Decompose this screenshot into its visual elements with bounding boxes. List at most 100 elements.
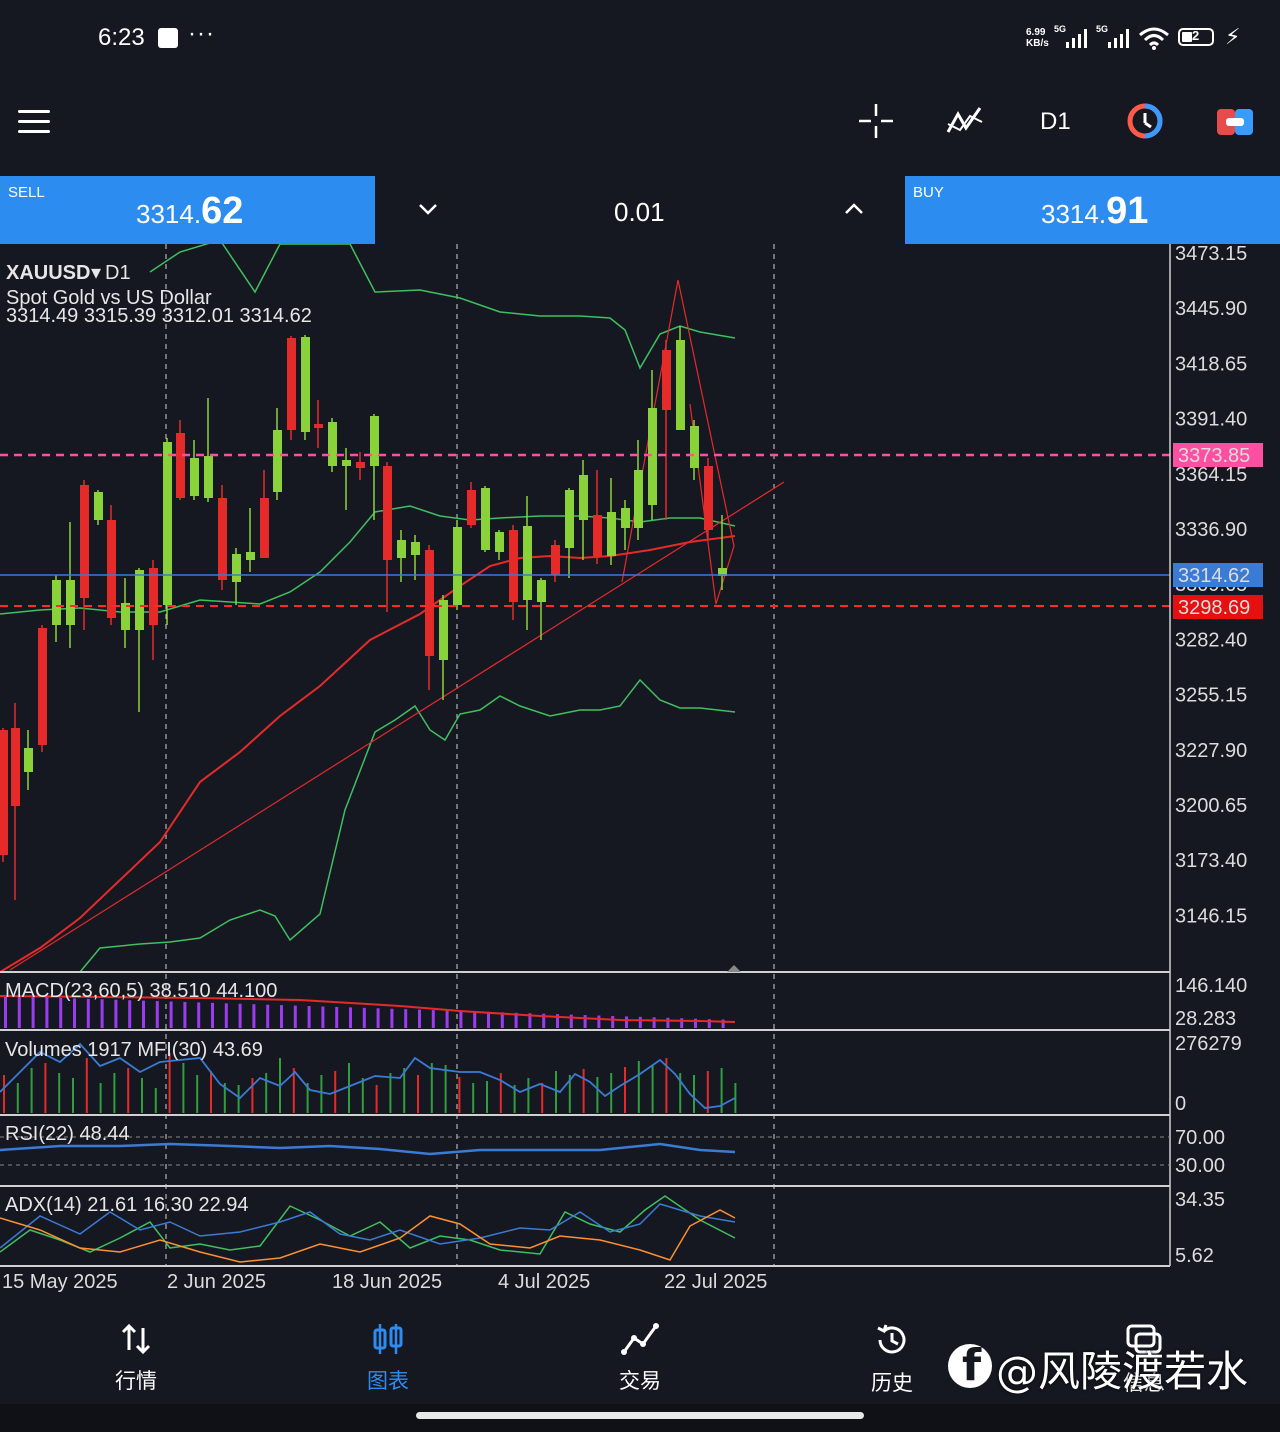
- rsi-line: [0, 1142, 736, 1156]
- sell-button[interactable]: SELL 3314.62: [0, 176, 375, 244]
- macd-bar: [666, 1017, 670, 1028]
- nav-quotes[interactable]: 行情: [86, 1322, 186, 1395]
- macd-bar: [404, 1009, 408, 1028]
- candle-body: [537, 580, 546, 602]
- macd-bar: [556, 1014, 559, 1028]
- nav-messages[interactable]: 信息: [1094, 1322, 1194, 1397]
- volume-bar: [389, 1073, 392, 1113]
- plus-di-line: [0, 1203, 736, 1249]
- date-axis-label: 15 May 2025: [2, 1271, 118, 1293]
- macd-bar: [445, 1010, 449, 1028]
- price-chart[interactable]: 3473.15 3445.90 3418.65 3391.40 3364.15 3336.…: [0, 244, 1280, 1300]
- lot-increase-chevron-up-icon[interactable]: [843, 198, 865, 220]
- candle-body: [218, 498, 227, 580]
- candle-body: [579, 475, 588, 520]
- mfi-line: [0, 1042, 736, 1109]
- moving-average-line: [0, 535, 736, 973]
- price-axis-label: 3173.40: [1175, 850, 1247, 872]
- candle-body: [342, 460, 351, 466]
- menu-icon[interactable]: [18, 110, 50, 134]
- more-notifications-icon: ···: [188, 20, 215, 47]
- candle-body: [287, 338, 296, 430]
- trade-toggle-icon[interactable]: [1216, 108, 1254, 136]
- candle-body: [634, 470, 643, 528]
- volume-bar: [693, 1075, 695, 1113]
- nav-history[interactable]: 历史: [842, 1322, 942, 1397]
- macd-bar: [211, 1002, 214, 1028]
- macd-bar: [4, 996, 7, 1028]
- crosshair-icon[interactable]: [858, 103, 894, 139]
- bollinger-middle-band: [0, 505, 736, 615]
- price-axis-label: 3282.40: [1175, 629, 1247, 651]
- volume-bar: [499, 1073, 502, 1113]
- nav-trade[interactable]: 交易: [590, 1322, 690, 1395]
- candle-body: [397, 540, 406, 558]
- price-axis-label: 3146.15: [1175, 905, 1247, 927]
- macd-bar: [583, 1015, 587, 1028]
- candle-body: [11, 728, 20, 806]
- price-axis-label: 3445.90: [1175, 298, 1247, 320]
- volume-bar: [265, 1073, 268, 1113]
- macd-bar: [321, 1006, 325, 1028]
- volume-bar: [237, 1085, 240, 1113]
- macd-bar: [59, 997, 63, 1028]
- signal-1-label: 5G: [1054, 24, 1067, 34]
- candle-body: [273, 430, 282, 492]
- date-axis-label: 18 Jun 2025: [332, 1271, 442, 1293]
- alert-low-price: 3298.69: [1178, 597, 1250, 619]
- macd-bar: [183, 1001, 187, 1028]
- indicator-axis-label: 0: [1175, 1093, 1186, 1115]
- macd-bar: [514, 1012, 518, 1028]
- price-axis-label: 3255.15: [1175, 685, 1247, 707]
- volume-bar: [16, 1083, 19, 1113]
- indicator-axis-label: 34.35: [1175, 1189, 1225, 1211]
- ohlc-values: 3314.49 3315.39 3312.01 3314.62: [6, 305, 312, 327]
- chart-symbol[interactable]: XAUUSD: [6, 262, 90, 284]
- symbol-dropdown-chevron-icon[interactable]: ▾: [91, 262, 101, 284]
- candle-body: [453, 527, 462, 605]
- battery-icon: [1178, 28, 1214, 46]
- volume-bar: [210, 1071, 212, 1113]
- nav-chart-label: 图表: [367, 1369, 409, 1393]
- macd-bar: [707, 1019, 711, 1028]
- macd-bar: [252, 1004, 256, 1028]
- candle-body: [121, 603, 130, 630]
- candle-body: [190, 458, 199, 496]
- volume-bar: [624, 1067, 626, 1113]
- rsi-label: RSI(22) 48.44: [5, 1123, 130, 1145]
- macd-bar: [500, 1012, 504, 1028]
- theme-toggle-icon[interactable]: [1126, 103, 1164, 139]
- sell-price: 3314.62: [136, 190, 243, 233]
- home-indicator[interactable]: [416, 1412, 864, 1419]
- candle-body: [662, 350, 671, 410]
- network-speed-unit: KB/s: [1026, 38, 1049, 49]
- lot-size-input[interactable]: 0.01: [614, 197, 665, 227]
- nav-chart[interactable]: 图表: [338, 1322, 438, 1395]
- macd-bar: [362, 1007, 366, 1028]
- volume-bar: [72, 1078, 74, 1113]
- volume-bar: [596, 1077, 599, 1113]
- buy-button[interactable]: BUY 3314.91: [905, 176, 1280, 244]
- current-price: 3314.62: [1178, 565, 1250, 587]
- signal-2-label: 5G: [1096, 24, 1109, 34]
- status-bar: [0, 0, 1280, 78]
- volume-bar: [665, 1058, 668, 1113]
- nav-history-label: 历史: [871, 1371, 913, 1395]
- volume-bar: [403, 1068, 406, 1113]
- watermark-text: @风陵渡若水: [996, 1347, 1249, 1396]
- macd-bar: [128, 1000, 132, 1028]
- volume-bar: [113, 1073, 116, 1113]
- candle-body: [80, 485, 89, 598]
- status-clock: 6:23: [98, 24, 145, 51]
- candle-body: [495, 532, 504, 552]
- macd-bar: [73, 998, 76, 1028]
- volume-bar: [3, 1075, 5, 1113]
- candle-body: [66, 580, 75, 625]
- volume-bar: [555, 1071, 557, 1113]
- notification-icon: [158, 28, 178, 48]
- lot-decrease-chevron-down-icon[interactable]: [417, 198, 439, 220]
- macd-bar: [694, 1018, 697, 1028]
- indicators-icon[interactable]: [946, 104, 984, 138]
- volume-bar: [223, 1083, 226, 1113]
- timeframe-button[interactable]: D1: [1040, 108, 1071, 135]
